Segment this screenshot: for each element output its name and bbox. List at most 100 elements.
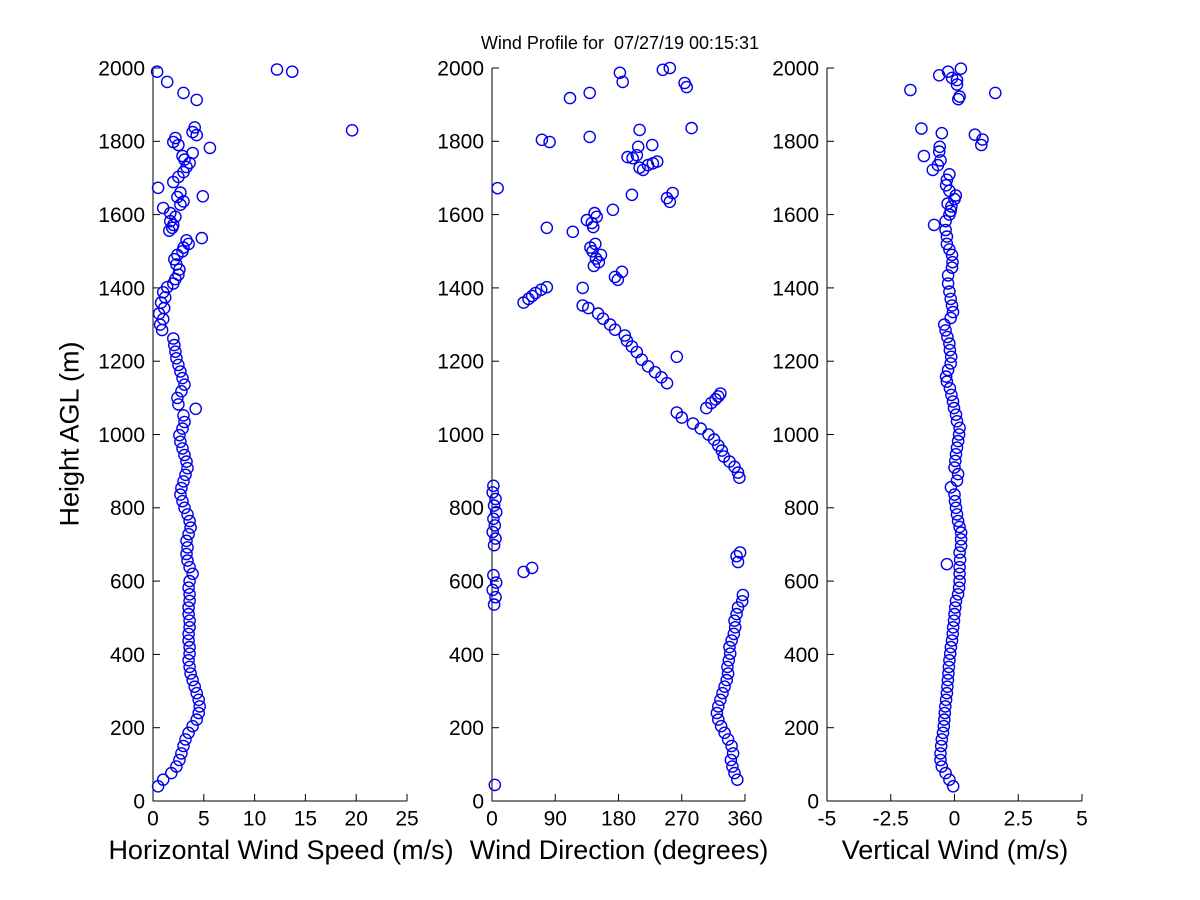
data-point — [150, 65, 164, 78]
data-point — [939, 766, 952, 780]
data-point — [181, 541, 194, 554]
y-tick-label: 1400 — [437, 277, 484, 300]
data-point — [525, 289, 539, 303]
data-point — [694, 422, 708, 435]
data-point — [190, 128, 203, 142]
data-point — [180, 233, 193, 247]
data-point — [156, 773, 170, 787]
data-point — [943, 647, 957, 661]
data-point — [182, 726, 195, 740]
y-tick-label: 1600 — [772, 204, 819, 227]
data-point — [946, 395, 960, 408]
data-point — [941, 269, 955, 282]
data-point — [182, 601, 195, 614]
y-tick-label: 0 — [472, 790, 484, 813]
data-point — [594, 248, 608, 262]
data-point — [941, 65, 955, 78]
data-point — [949, 447, 963, 461]
data-point — [196, 189, 210, 203]
data-point — [489, 492, 502, 506]
data-point — [171, 391, 184, 405]
data-point — [616, 75, 630, 89]
x-tick-label: 90 — [544, 807, 567, 830]
data-point — [166, 218, 180, 232]
data-point — [939, 700, 952, 713]
data-point — [953, 560, 966, 574]
data-point — [946, 255, 959, 269]
data-point — [989, 86, 1002, 100]
data-point — [630, 148, 644, 162]
data-point — [939, 693, 953, 707]
data-point — [525, 561, 539, 575]
data-point — [178, 448, 191, 462]
data-point — [670, 350, 684, 364]
data-point — [943, 243, 956, 256]
y-tick-label: 1000 — [772, 424, 819, 447]
y-tick-label: 1000 — [437, 424, 484, 447]
data-point — [285, 65, 299, 78]
data-point — [722, 654, 736, 667]
x-tick-label: 20 — [345, 807, 368, 830]
data-point — [489, 532, 502, 545]
data-point — [944, 640, 958, 654]
data-point — [179, 733, 192, 746]
data-point — [952, 581, 966, 595]
data-point — [941, 197, 954, 210]
y-tick-label: 800 — [110, 497, 145, 520]
data-point — [721, 667, 735, 680]
data-point — [952, 428, 966, 441]
data-point — [946, 627, 960, 641]
data-point — [736, 588, 750, 602]
data-point — [936, 726, 950, 740]
data-point — [186, 673, 199, 687]
data-point — [631, 140, 645, 154]
data-point — [939, 223, 952, 237]
data-point — [944, 204, 958, 218]
data-point — [943, 285, 956, 298]
data-point — [945, 261, 959, 275]
data-point — [174, 186, 187, 199]
y-tick-label: 0 — [807, 790, 819, 813]
data-point — [953, 567, 966, 581]
data-point — [179, 468, 192, 482]
data-point — [945, 388, 958, 402]
data-point — [927, 218, 941, 232]
y-tick-label: 1200 — [772, 351, 819, 374]
y-tick-label: 0 — [133, 790, 145, 813]
data-point — [487, 538, 501, 552]
y-tick-label: 200 — [784, 717, 819, 740]
data-point — [184, 521, 197, 534]
data-point — [540, 280, 554, 294]
x-tick-label: 360 — [727, 807, 762, 830]
data-point — [670, 406, 684, 419]
y-tick-label: 1200 — [98, 351, 145, 374]
data-point — [169, 345, 182, 359]
data-point — [183, 588, 196, 601]
data-point — [183, 621, 196, 634]
data-point — [951, 467, 965, 481]
data-point — [943, 167, 956, 181]
data-point — [940, 173, 954, 187]
data-point — [949, 501, 963, 515]
data-point — [615, 265, 629, 279]
data-point — [621, 150, 634, 164]
data-point — [641, 359, 655, 373]
data-point — [177, 475, 190, 488]
data-point — [951, 588, 965, 601]
data-point — [563, 91, 577, 105]
data-point — [940, 557, 954, 571]
data-point — [183, 514, 196, 528]
data-point — [721, 660, 734, 674]
y-tick-label: 2000 — [437, 57, 484, 80]
data-point — [953, 90, 966, 103]
data-point — [725, 739, 738, 753]
data-point — [173, 753, 186, 767]
data-point — [486, 525, 500, 539]
data-point — [710, 706, 724, 720]
data-point — [192, 706, 205, 720]
data-point — [172, 358, 185, 372]
data-point — [934, 739, 948, 753]
y-tick-label: 200 — [110, 717, 145, 740]
